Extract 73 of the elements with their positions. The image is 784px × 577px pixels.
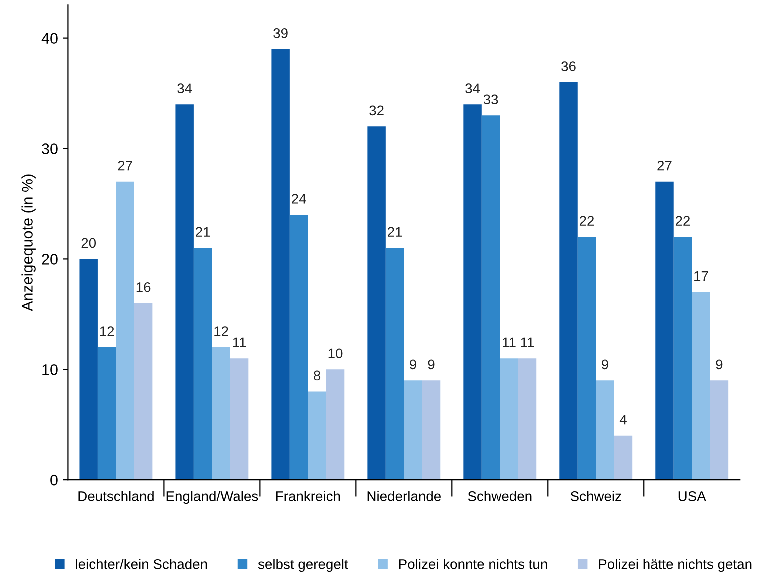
data-label: 21 [196,227,210,237]
y-tick-label: 20 [42,254,58,265]
data-label: 10 [328,348,343,359]
legend-label: Polizei hätte nichts getan [599,559,752,572]
data-label: 22 [676,216,690,226]
bar [692,292,710,480]
data-label: 33 [484,94,498,105]
bar [272,49,290,480]
data-label: 34 [466,84,480,94]
x-tick-label: Deutschland [78,491,154,502]
data-label: 8 [314,370,321,381]
data-label: 36 [562,62,576,72]
bar [308,392,326,480]
bar [326,370,345,480]
bar [614,436,633,480]
bar [404,380,422,480]
bar [386,248,404,480]
data-label: 9 [428,360,435,370]
data-label: 11 [233,338,246,348]
bar [212,348,230,480]
bar [482,116,500,480]
data-label: 34 [178,84,192,94]
bar [464,104,482,480]
x-tick-label: Schweiz [570,491,622,502]
bar [560,82,578,480]
y-tick-label: 10 [42,364,58,376]
bar [134,303,153,480]
bar [656,182,674,480]
bar [194,248,212,480]
data-label: 9 [410,360,416,370]
bar [176,104,194,480]
bar [80,259,98,480]
y-tick-label: 40 [42,33,58,44]
bar [422,380,441,480]
legend-label: Polizei konnte nichts tun [399,559,548,570]
data-label: 9 [716,360,723,370]
data-label: 16 [136,282,151,292]
bar [290,215,308,480]
x-tick-label: Niederlande [368,491,441,502]
y-axis-title: Anzeigequote (in %) [22,174,36,312]
data-label: 9 [602,360,608,370]
data-label: 27 [658,160,672,171]
data-label: 24 [292,194,306,204]
x-tick-label: England/Wales [166,491,258,504]
bar [230,358,249,480]
bar [98,348,116,480]
bar [596,380,614,480]
data-label: 22 [580,216,594,226]
data-label: 32 [370,106,384,116]
data-label: 11 [503,338,516,348]
data-label: 17 [694,272,708,282]
x-tick-label: Schweden [468,491,532,502]
data-label: 27 [118,160,132,171]
y-tick-label: 30 [42,144,58,154]
bar [578,237,596,480]
bar [500,358,518,480]
data-label: 39 [274,28,288,38]
bar [710,380,729,480]
data-label: 20 [82,238,96,248]
bar [674,237,692,480]
data-label: 12 [100,326,114,336]
bar [116,182,134,480]
data-label: 12 [214,326,228,336]
bar [368,126,386,480]
x-tick-label: Frankreich [276,491,340,502]
legend-label: selbst geregelt [258,559,348,572]
legend-label: leichter/kein Schaden [76,559,208,570]
bar [518,358,537,480]
data-label: 4 [620,415,627,425]
x-tick-label: USA [678,492,706,502]
y-tick-label: 0 [50,474,58,486]
data-label: 21 [388,227,402,237]
data-label: 11 [521,338,534,348]
